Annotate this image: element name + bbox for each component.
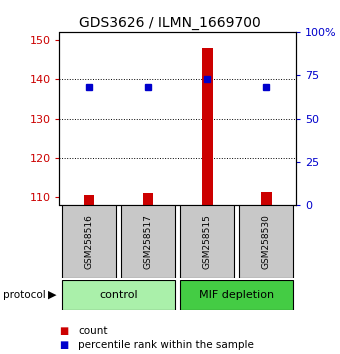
Bar: [180, 280, 293, 310]
Text: ▶: ▶: [48, 290, 56, 300]
Text: GSM258516: GSM258516: [85, 214, 94, 269]
Text: ■: ■: [59, 340, 69, 350]
Text: count: count: [78, 326, 108, 336]
Bar: [202, 48, 212, 205]
Bar: [180, 205, 234, 278]
Bar: [261, 192, 272, 205]
Text: GDS3626 / ILMN_1669700: GDS3626 / ILMN_1669700: [79, 16, 261, 30]
Bar: [62, 280, 175, 310]
Bar: [84, 195, 95, 205]
Text: GSM258530: GSM258530: [262, 214, 271, 269]
Text: percentile rank within the sample: percentile rank within the sample: [78, 340, 254, 350]
Text: MIF depletion: MIF depletion: [199, 290, 274, 300]
Text: GSM258515: GSM258515: [203, 214, 212, 269]
Bar: [143, 194, 153, 205]
Bar: [239, 205, 293, 278]
Bar: [121, 205, 175, 278]
Bar: [62, 205, 116, 278]
Text: GSM258517: GSM258517: [143, 214, 153, 269]
Text: protocol: protocol: [3, 290, 46, 300]
Text: ■: ■: [59, 326, 69, 336]
Text: control: control: [99, 290, 138, 300]
